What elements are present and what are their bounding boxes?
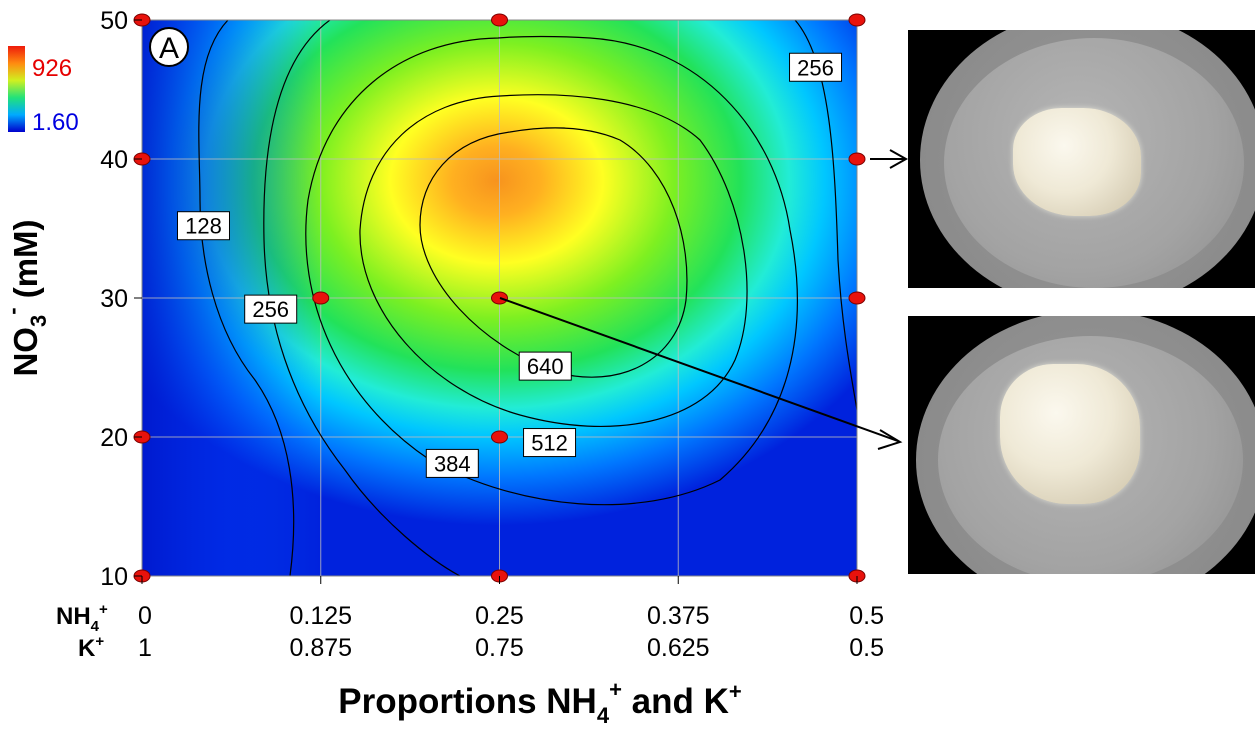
x-axis-label: Proportions NH4+ and K+ — [338, 677, 742, 728]
panel-label: A — [149, 27, 189, 67]
colorbar-min-label: 1.60 — [32, 109, 79, 136]
contour-label: 256 — [244, 294, 298, 324]
svg-text:256: 256 — [252, 297, 289, 322]
contour-labels: 128 256 256 384 512 640 — [176, 52, 843, 478]
design-point — [848, 13, 866, 27]
svg-text:128: 128 — [185, 214, 222, 239]
contour-label: 512 — [523, 428, 577, 458]
colorbar: 926 1.60 — [8, 46, 79, 136]
x-tick-label-k: 0.5 — [849, 634, 884, 662]
contour-label: 256 — [789, 52, 843, 82]
contour-line-640 — [419, 127, 688, 378]
design-point — [491, 291, 508, 305]
design-point — [312, 291, 330, 305]
colorbar-max-label: 926 — [32, 55, 72, 82]
x-tick-label-nh4: 0.25 — [475, 602, 524, 630]
contour-line-256-left — [263, 20, 461, 576]
contour-lines — [198, 20, 857, 576]
design-point — [848, 152, 866, 166]
x-tick-label-nh4: 0.375 — [647, 602, 710, 630]
contour-line-512 — [359, 94, 748, 428]
design-point — [491, 430, 508, 444]
x-row-label-nh4: NH4+ — [56, 601, 108, 635]
svg-text:256: 256 — [797, 55, 834, 80]
contour-label: 384 — [425, 448, 479, 478]
svg-text:A: A — [159, 32, 179, 65]
x-tick-label-k: 0.625 — [647, 634, 710, 662]
arrow-to-bottom-photo — [499, 297, 899, 442]
svg-text:384: 384 — [434, 451, 471, 476]
svg-text:640: 640 — [527, 354, 564, 379]
callus-photo-bottom — [908, 316, 1255, 574]
contour-label: 128 — [176, 211, 230, 241]
y-axis-label: NO3- (mM) — [0, 219, 51, 376]
x-row-label-k: K+ — [78, 633, 104, 662]
contour-line-128 — [198, 20, 295, 576]
contour-line-384 — [305, 35, 798, 506]
axes: 10 20 30 40 50 0 1 0.125 0.875 0.25 0.75 0.375 0.625… — [100, 7, 884, 662]
y-tick-label: 10 — [100, 563, 128, 591]
x-tick-label-nh4: 0 — [138, 602, 152, 630]
arrow-head-bottom — [877, 429, 903, 450]
callus-photo-top — [908, 30, 1255, 288]
x-tick-label-nh4: 0.125 — [289, 602, 352, 630]
y-tick-label: 20 — [100, 424, 128, 452]
colorbar-gradient — [8, 46, 25, 132]
design-point — [491, 13, 508, 27]
x-tick-label-k: 0.75 — [475, 634, 524, 662]
design-point — [848, 291, 866, 305]
x-tick-label-nh4: 0.5 — [849, 602, 884, 630]
arrow-head-top — [889, 149, 909, 169]
svg-text:512: 512 — [531, 431, 568, 456]
y-tick-label: 30 — [100, 285, 128, 313]
x-tick-label-k: 0.875 — [289, 634, 352, 662]
x-tick-label-k: 1 — [138, 634, 152, 662]
contour-label: 640 — [518, 351, 572, 381]
y-tick-label: 50 — [100, 7, 128, 35]
y-tick-label: 40 — [100, 146, 128, 174]
callout-arrows — [499, 149, 909, 450]
